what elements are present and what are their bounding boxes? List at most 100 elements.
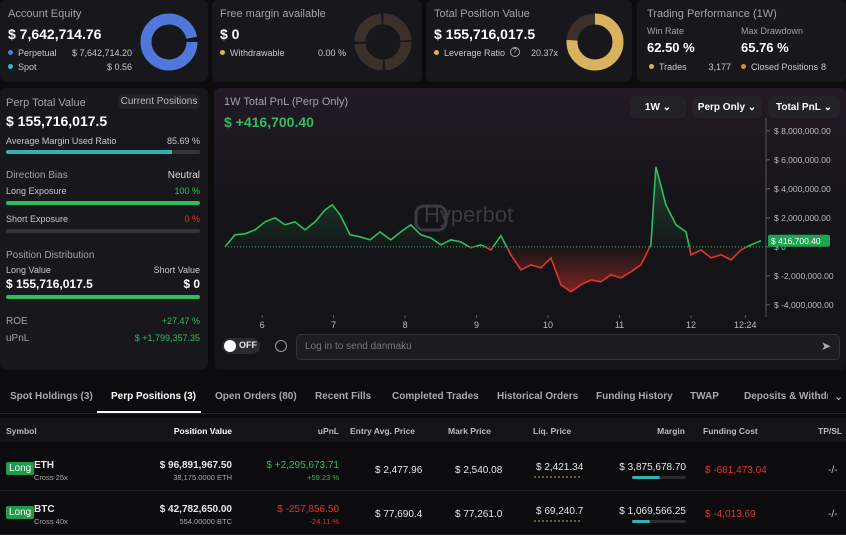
label: Position Distribution (6, 250, 95, 261)
column-header: Symbol (6, 426, 37, 436)
dot (8, 64, 13, 69)
dot (8, 50, 13, 55)
card-position: Total Position Value $ 155,716,017.5 Lev… (426, 0, 632, 82)
dot (434, 50, 439, 55)
y-tick-label: $ 8,000,000.00 (774, 126, 831, 136)
x-tick-label: 6 (260, 320, 265, 330)
bar-track (6, 201, 200, 205)
stat-value: 62.50 % (647, 40, 695, 55)
table-header: Symbol Position Value uPnL Entry Avg. Price… (0, 418, 846, 442)
card-title: Total Position Value (434, 8, 530, 20)
value: +27.47 % (161, 316, 200, 326)
liq-price: $ 69,240.7 (536, 506, 584, 517)
tab[interactable]: Funding History (596, 391, 673, 402)
upnl-percent: +59.23 % (307, 473, 339, 482)
chart-headline: $ +416,700.40 (224, 114, 314, 130)
table-row: Long ETH Cross 25x $ 96,891,967.50 38,175.00… (0, 448, 846, 491)
symbol: BTC (34, 504, 55, 515)
metric-select[interactable]: Total PnL ⌄ (768, 96, 840, 118)
card-title: Account Equity (8, 8, 82, 20)
y-tick-label: $ 2,000,000.00 (774, 213, 831, 223)
send-icon[interactable]: ➤ (820, 339, 831, 353)
value: 100 % (174, 186, 200, 196)
row-label: Spot (18, 62, 37, 72)
upnl: $ +2,295,673.71 (266, 460, 339, 471)
tpsl: -/- (828, 465, 838, 476)
row-value: $ 0.56 (106, 62, 132, 72)
tab-underline (97, 411, 201, 413)
tab[interactable]: TWAP (690, 391, 719, 402)
value: Neutral (167, 170, 200, 181)
tab[interactable]: Open Orders (80) (215, 391, 297, 402)
liq-meter (534, 520, 580, 524)
row-label: Trades (659, 62, 687, 72)
label: Short Exposure (6, 214, 69, 224)
placeholder: Log in to send danmaku (305, 341, 412, 352)
row-value: $ 7,642,714.20 (71, 48, 132, 58)
tab[interactable]: Perp Positions (3) (111, 391, 197, 402)
card-equity: Account Equity $ 7,642,714.76 Perpetual … (0, 0, 208, 82)
x-tick-label: 12:24 (734, 320, 757, 330)
label: Short Value (153, 265, 200, 275)
position-size: 38,175.0000 ETH (173, 473, 232, 482)
value: 85.69 % (166, 136, 200, 146)
column-header: TP/SL (818, 426, 843, 436)
y-tick-label: $ 6,000,000.00 (774, 155, 831, 165)
tab[interactable]: Deposits & Withdra (744, 391, 828, 402)
y-tick-label: $ -4,000,000.00 (774, 300, 834, 310)
column-header: Entry Avg. Price (350, 426, 416, 436)
row-value: 3,177 (708, 62, 731, 72)
row-label: Leverage Ratio (444, 48, 506, 58)
area-negative (469, 246, 748, 292)
danmaku-input[interactable]: Log in to send danmaku ➤ (296, 334, 840, 360)
entry-price: $ 2,477.96 (375, 465, 423, 476)
column-header: Mark Price (448, 426, 491, 436)
label: Total PnL (776, 101, 821, 113)
dot (220, 50, 225, 55)
current-positions-button[interactable]: Current Positions (118, 94, 200, 109)
column-header: Liq. Price (533, 426, 572, 436)
row-label: Perpetual (18, 48, 57, 58)
liq-price: $ 2,421.34 (536, 462, 584, 473)
row-value: 0.00 % (317, 48, 346, 58)
stat-label: Max Drawdown (741, 26, 804, 36)
scope-select[interactable]: Perp Only ⌄ (692, 96, 762, 118)
row-value: 8 (820, 62, 826, 72)
label: ROE (6, 316, 28, 327)
donut-ring (354, 13, 412, 71)
label: Long Value (6, 265, 51, 275)
table-row: Long BTC Cross 40x $ 42,782,650.00 554.00000… (0, 492, 846, 535)
column-header: uPnL (317, 426, 339, 436)
range-select[interactable]: 1W ⌄ (630, 96, 686, 118)
label: uPnL (6, 333, 30, 344)
label: Direction Bias (6, 170, 68, 181)
margin-meter (632, 520, 686, 523)
x-tick-label: 7 (331, 320, 336, 330)
position-value: $ 96,891,967.50 (159, 460, 232, 471)
pnl-line (224, 166, 762, 247)
perp-panel: Perp Total Value Current Positions $ 155… (0, 88, 208, 370)
row-value: 20.37x (530, 48, 558, 58)
chart-title: 1W Total PnL (Perp Only) (224, 96, 349, 108)
tabs-more[interactable]: ⌄ (834, 391, 844, 403)
dot (649, 64, 654, 69)
mark-price: $ 77,261.0 (455, 509, 503, 520)
tab[interactable]: Recent Fills (315, 391, 372, 402)
toggle-knob (224, 340, 236, 352)
y-tick-label: $ -2,000,000.00 (774, 271, 834, 281)
icon (275, 340, 287, 352)
tab[interactable]: Completed Trades (392, 391, 479, 402)
symbol: ETH (34, 460, 54, 471)
x-tick-label: 8 (403, 320, 408, 330)
tab[interactable]: Historical Orders (497, 391, 579, 402)
row-label: Withdrawable (230, 48, 285, 58)
info-icon: ? (510, 47, 520, 57)
label: Long Exposure (6, 186, 67, 196)
x-tick-label: 9 (474, 320, 479, 330)
bar-track (6, 150, 200, 154)
tab[interactable]: Spot Holdings (3) (10, 391, 93, 402)
danmaku-toggle[interactable]: OFF (222, 338, 260, 354)
upnl-percent: -24.11 % (309, 517, 339, 526)
column-header: Position Value (173, 426, 232, 436)
donut (140, 13, 198, 71)
